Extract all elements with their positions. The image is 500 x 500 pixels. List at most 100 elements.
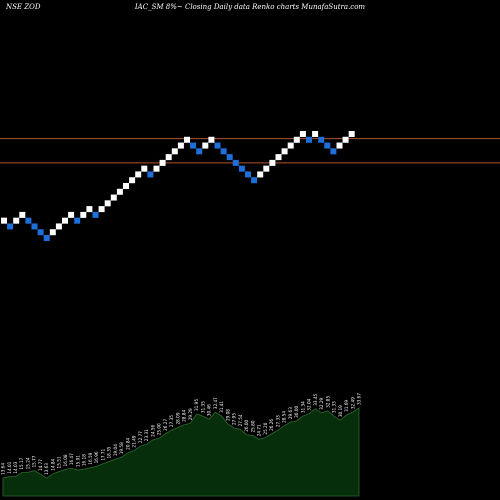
closing-price-label: 32.85 (325, 396, 330, 408)
renko-brick-up (98, 206, 105, 213)
closing-price-label: 28.84 (182, 410, 187, 422)
renko-brick-up (275, 154, 282, 161)
renko-brick-down (92, 211, 99, 218)
chart-subtitle: IAC_SM 8%~ Closing Daily data Renko char… (134, 3, 366, 11)
renko-brick-up (104, 200, 111, 207)
renko-brick-up (13, 217, 20, 224)
renko-brick-up (312, 131, 319, 137)
closing-price-label: 29.29 (188, 408, 193, 420)
closing-price-label: 15.24 (25, 457, 30, 469)
closing-area-chart (2, 407, 360, 497)
closing-price-label: 25.80 (250, 420, 255, 432)
renko-brick-up (342, 136, 349, 143)
renko-brick-down (238, 165, 245, 172)
renko-brick-up (153, 165, 160, 172)
closing-price-label: 21.49 (132, 435, 137, 447)
closing-price-label: 14.03 (13, 461, 18, 473)
closing-price-label: 16.59 (88, 452, 93, 464)
closing-price-label: 31.34 (300, 401, 305, 413)
closing-price-label: 22.77 (138, 431, 143, 443)
closing-price-label: 30.46 (207, 404, 212, 416)
closing-price-label: 26.26 (269, 419, 274, 431)
renko-brick-up (184, 136, 190, 143)
renko-brick-down (190, 142, 197, 149)
renko-brick-down (251, 177, 258, 184)
renko-brick-down (147, 171, 154, 178)
closing-price-label: 29.08 (225, 409, 230, 421)
closing-price-label: 14.01 (7, 461, 12, 473)
renko-brick-up (110, 194, 117, 201)
renko-brick-up (129, 177, 136, 184)
closing-price-label: 19.04 (113, 444, 118, 456)
closing-price-label: 33.67 (357, 393, 362, 405)
closing-price-label: 16.47 (69, 453, 74, 465)
closing-price-label: 30.00 (294, 406, 299, 418)
renko-brick-up (86, 206, 93, 213)
renko-brick-down (43, 235, 50, 241)
closing-price-label: 31.69 (344, 400, 349, 412)
closing-price-label: 30.19 (338, 405, 343, 417)
closing-price-labels: 13.64 14.01 14.03 15.17 15.24 15.77 14.77 13.63… (1, 393, 362, 475)
renko-brick-down (196, 148, 203, 155)
renko-brick-down (214, 142, 221, 149)
renko-brick-up (208, 136, 215, 143)
renko-brick-down (7, 223, 14, 230)
renko-brick-up (202, 142, 209, 149)
renko-brick-up (80, 211, 87, 218)
renko-brick-up (135, 171, 142, 178)
renko-brick-up (123, 183, 129, 189)
renko-brick-up (269, 159, 276, 166)
closing-price-label: 14.77 (38, 459, 43, 471)
closing-price-label: 16.18 (82, 454, 87, 466)
closing-price-label: 27.54 (238, 414, 243, 426)
renko-brick-up (116, 188, 123, 195)
closing-price-label: 15.91 (75, 455, 80, 467)
renko-brick-up (1, 217, 7, 224)
closing-price-label: 19.58 (119, 442, 124, 454)
closing-price-label: 32.47 (213, 397, 218, 409)
renko-brick-down (37, 229, 44, 236)
closing-price-label: 28.54 (282, 411, 287, 423)
renko-brick-up (68, 211, 75, 218)
renko-brick-down (245, 171, 251, 178)
closing-price-label: 27.33 (275, 415, 280, 427)
closing-price-label: 32.29 (319, 397, 324, 409)
closing-price-label: 33.45 (313, 393, 318, 405)
closing-price-label: 31.33 (332, 401, 337, 413)
renko-brick-down (220, 148, 227, 155)
closing-price-label: 31.35 (200, 401, 205, 413)
reference-lines (0, 138, 500, 164)
closing-price-label: 14.84 (50, 458, 55, 470)
closing-price-label: 27.35 (169, 415, 174, 427)
renko-brick-down (74, 217, 81, 224)
closing-price-label: 31.95 (194, 399, 199, 411)
renko-brick-down (306, 136, 312, 143)
closing-price-label: 31.41 (219, 401, 224, 413)
closing-price-label: 15.77 (32, 455, 37, 467)
closing-price-label: 18.35 (107, 446, 112, 458)
renko-brick-down (232, 159, 239, 166)
renko-brick-up (336, 142, 343, 149)
renko-bricks (1, 131, 355, 241)
closing-price-label: 16.08 (63, 454, 68, 466)
closing-price-label: 16.96 (94, 451, 99, 463)
renko-brick-down (318, 136, 325, 143)
renko-brick-down (226, 154, 233, 161)
closing-price-label: 26.27 (163, 419, 168, 431)
renko-brick-up (171, 148, 178, 155)
renko-brick-down (324, 142, 331, 149)
closing-area (2, 407, 360, 497)
renko-brick-up (257, 171, 264, 178)
closing-price-label: 32.49 (350, 397, 355, 409)
renko-brick-up (49, 229, 56, 236)
closing-price-label: 15.51 (57, 456, 62, 468)
renko-brick-up (159, 159, 166, 166)
renko-brick-up (299, 131, 306, 137)
renko-brick-up (348, 131, 355, 137)
renko-brick-up (177, 142, 184, 149)
closing-price-label: 15.17 (19, 457, 24, 469)
closing-price-label: 27.95 (232, 413, 237, 425)
closing-price-label: 13.63 (44, 463, 49, 475)
renko-brick-down (25, 217, 32, 224)
closing-price-label: 20.84 (125, 438, 130, 450)
